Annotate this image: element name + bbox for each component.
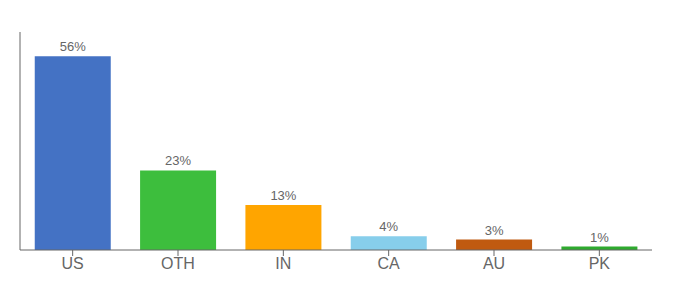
svg-text:56%: 56% (60, 39, 86, 54)
svg-text:PK: PK (589, 255, 611, 272)
svg-text:AU: AU (483, 255, 505, 272)
svg-text:3%: 3% (485, 223, 504, 238)
svg-text:OTH: OTH (161, 255, 195, 272)
svg-text:13%: 13% (270, 188, 296, 203)
svg-text:4%: 4% (379, 219, 398, 234)
svg-text:CA: CA (378, 255, 401, 272)
svg-text:1%: 1% (590, 230, 609, 245)
svg-text:23%: 23% (165, 153, 191, 168)
svg-text:US: US (62, 255, 84, 272)
svg-text:IN: IN (275, 255, 291, 272)
